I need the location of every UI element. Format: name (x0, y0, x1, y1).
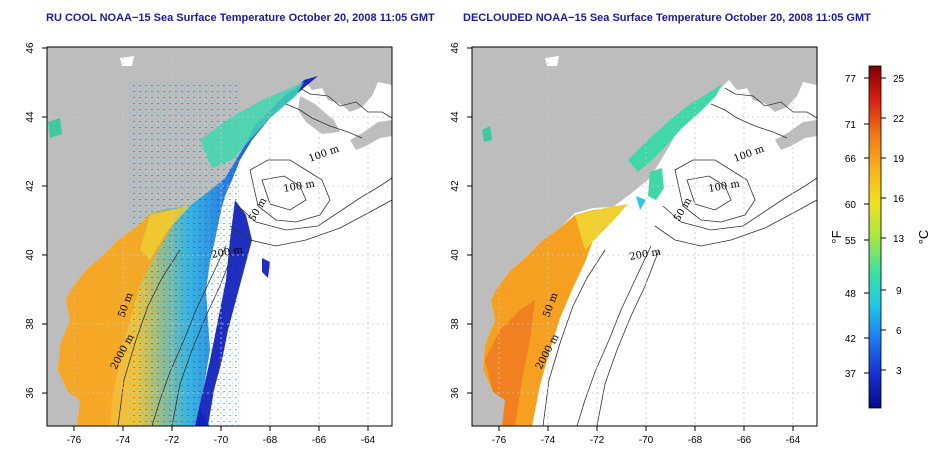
y-tick-label: 36 (450, 387, 461, 399)
x-tick-label: -66 (312, 435, 327, 446)
y-tick-label: 40 (450, 249, 461, 261)
bathymetry-contours (117, 87, 392, 426)
land-mass (472, 47, 817, 426)
fahrenheit-tick: 60 (845, 200, 857, 211)
left-map-panel: 100 m 100 m 50 m 200 m 50 m 2000 m -76 -… (25, 42, 393, 446)
celsius-axis-label: °C (916, 230, 931, 245)
left-map-frame (46, 46, 393, 427)
left-map-title: RU COOL NOAA−15 Sea Surface Temperature … (46, 12, 435, 24)
y-tick-label: 38 (25, 318, 36, 330)
fahrenheit-tick: 71 (845, 120, 857, 131)
celsius-tick: 3 (896, 366, 902, 377)
celsius-tick: 16 (893, 194, 905, 205)
fahrenheit-tick: 66 (845, 154, 857, 165)
y-tick-label: 46 (450, 42, 461, 54)
x-tick-label: -76 (67, 435, 82, 446)
x-tick-label: -68 (263, 435, 278, 446)
celsius-tick: 13 (893, 234, 905, 245)
x-tick-label: -70 (214, 435, 229, 446)
y-tick-label: 42 (25, 180, 36, 192)
left-map-grid (47, 47, 392, 426)
fahrenheit-tick: 55 (845, 236, 857, 247)
right-map-frame (471, 46, 818, 427)
celsius-tick: 22 (893, 114, 905, 125)
y-tick-label: 40 (25, 249, 36, 261)
x-tick-label: -74 (116, 435, 131, 446)
fahrenheit-tick: 37 (845, 369, 857, 380)
celsius-tick: 19 (893, 154, 905, 165)
fahrenheit-tick: 77 (845, 74, 857, 85)
right-map-title: DECLOUDED NOAA−15 Sea Surface Temperatur… (463, 12, 871, 24)
x-tick-label: -74 (541, 435, 556, 446)
celsius-tick: 25 (893, 74, 905, 85)
celsius-tick: 9 (896, 286, 902, 297)
y-tick-label: 38 (450, 318, 461, 330)
fahrenheit-axis-label: °F (829, 230, 844, 243)
y-tick-label: 46 (25, 42, 36, 54)
x-tick-label: -64 (786, 435, 801, 446)
x-tick-label: -66 (737, 435, 752, 446)
right-map-panel: 100 m 100 m 50 m 200 m 50 m 2000 m -76 -… (450, 42, 818, 446)
x-tick-label: -72 (590, 435, 605, 446)
fahrenheit-tick: 48 (845, 289, 857, 300)
x-tick-label: -76 (492, 435, 507, 446)
y-tick-label: 44 (25, 111, 36, 123)
celsius-tick: 6 (896, 326, 902, 337)
y-tick-label: 36 (25, 387, 36, 399)
x-tick-label: -64 (361, 435, 376, 446)
x-tick-label: -72 (165, 435, 180, 446)
y-tick-label: 42 (450, 180, 461, 192)
y-tick-label: 44 (450, 111, 461, 123)
x-tick-label: -70 (639, 435, 654, 446)
temperature-colorbar: 77 71 66 60 55 48 42 37 25 22 19 16 13 9… (829, 65, 931, 409)
fahrenheit-tick: 42 (845, 334, 857, 345)
x-tick-label: -68 (688, 435, 703, 446)
right-map-grid (472, 47, 817, 426)
